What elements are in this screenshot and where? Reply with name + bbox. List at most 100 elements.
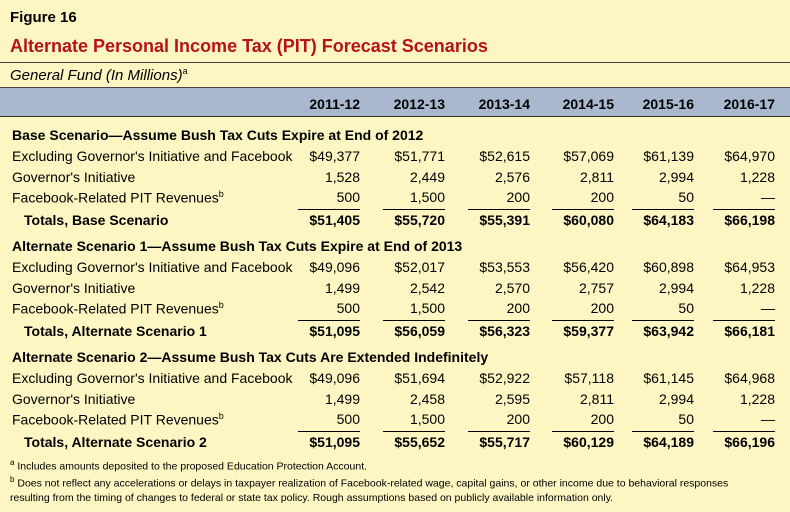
table-cell: 2,570 [494, 279, 530, 296]
total-label: Totals, Base Scenario [24, 211, 169, 228]
total-rule [552, 208, 614, 210]
total-cell: $64,189 [643, 433, 694, 450]
subtitle-text: General Fund (In Millions) [10, 67, 183, 84]
row-label-text: Excluding Governor's Initiative and Face… [12, 259, 293, 275]
column-header-2013-14: 2013-14 [478, 96, 530, 112]
table-cell: 2,811 [580, 168, 614, 185]
column-header-2016-17: 2016-17 [723, 96, 775, 112]
row-label-text: Governor's Initiative [12, 279, 136, 296]
row-label-text: Excluding Governor's Initiative and Face… [12, 148, 293, 164]
table-cell: $49,096 [309, 370, 360, 386]
total-rule [468, 430, 530, 432]
table-cell: 200 [590, 300, 614, 316]
footnote-text: Includes amounts deposited to the propos… [17, 460, 368, 473]
row-label: Facebook-Related PIT Revenuesb [12, 189, 224, 206]
footnote-mark: a [10, 458, 15, 467]
row-label: Facebook-Related PIT Revenuesb [12, 411, 224, 428]
footnote-mark: b [10, 475, 15, 484]
total-cell: $59,377 [563, 322, 614, 339]
total-cell: $55,391 [479, 211, 530, 228]
total-cell: $51,405 [309, 211, 360, 228]
row-label-text: Facebook-Related PIT Revenues [12, 189, 219, 206]
column-header-2015-16: 2015-16 [642, 96, 694, 112]
table-cell: — [761, 300, 775, 316]
table-cell: 1,500 [409, 411, 445, 427]
row-label-text: Governor's Initiative [12, 390, 136, 407]
total-cell: $51,095 [309, 322, 360, 339]
total-cell: $66,198 [724, 211, 775, 228]
total-cell: $55,652 [394, 433, 445, 450]
table-cell: 1,499 [324, 279, 360, 296]
total-rule [383, 430, 445, 432]
total-cell: $56,059 [394, 322, 445, 339]
table-cell: $57,118 [564, 370, 614, 386]
row-label: Governor's Initiative [12, 391, 135, 407]
table-cell: — [761, 189, 775, 205]
table-cell: $49,377 [309, 148, 360, 164]
table-cell: 1,228 [739, 279, 775, 296]
total-cell: $64,183 [643, 211, 694, 228]
figure-title: Alternate Personal Income Tax (PIT) Fore… [10, 36, 488, 56]
total-rule [468, 208, 530, 210]
row-label-text: Facebook-Related PIT Revenues [12, 411, 219, 428]
total-rule [298, 208, 360, 210]
table-cell: $61,139 [643, 148, 694, 164]
footnote-text: Does not reflect any accelerations or de… [10, 477, 729, 504]
table-cell: $60,898 [643, 259, 694, 275]
row-label: Excluding Governor's Initiative and Face… [12, 259, 293, 275]
table-cell: $53,553 [479, 259, 530, 275]
figure-label: Figure 16 [10, 9, 77, 26]
table-cell: 2,994 [658, 168, 694, 185]
row-label: Governor's Initiative [12, 169, 135, 185]
table-cell: 500 [336, 189, 360, 205]
total-label: Totals, Alternate Scenario 1 [24, 322, 207, 339]
total-cell: $55,717 [479, 433, 530, 450]
table-cell: 500 [336, 411, 360, 427]
row-label-text: Governor's Initiative [12, 168, 136, 185]
table-cell: $49,096 [309, 259, 360, 275]
row-label: Governor's Initiative [12, 280, 135, 296]
table-cell: $51,694 [394, 370, 445, 386]
table-cell: 2,449 [409, 168, 445, 185]
table-cell: 1,499 [324, 390, 360, 407]
total-cell: $66,196 [724, 433, 775, 450]
table-cell: 500 [336, 300, 360, 316]
total-cell: $66,181 [724, 322, 775, 339]
section-title: Alternate Scenario 1—Assume Bush Tax Cut… [12, 238, 463, 254]
footnote: a Includes amounts deposited to the prop… [10, 456, 770, 474]
total-rule [632, 319, 694, 321]
total-cell: $60,080 [563, 211, 614, 228]
total-rule [713, 430, 775, 432]
table-cell: $56,420 [563, 259, 614, 275]
table-cell: 2,542 [409, 279, 445, 296]
total-cell: $63,942 [643, 322, 694, 339]
row-label-text: Facebook-Related PIT Revenues [12, 300, 219, 317]
total-cell: $56,323 [479, 322, 530, 339]
table-cell: $64,968 [724, 370, 775, 386]
total-rule [383, 319, 445, 321]
total-rule [713, 319, 775, 321]
column-header-2012-13: 2012-13 [393, 96, 445, 112]
table-cell: 200 [506, 300, 530, 316]
row-footnote-mark: b [218, 300, 224, 310]
table-cell: 2,458 [409, 390, 445, 407]
total-rule [552, 430, 614, 432]
table-cell: $57,069 [563, 148, 614, 164]
table-cell: 50 [678, 189, 694, 205]
table-cell: $61,145 [643, 370, 694, 386]
table-cell: 1,228 [739, 390, 775, 407]
table-cell: 50 [678, 411, 694, 427]
total-rule [298, 319, 360, 321]
table-cell: 2,994 [658, 279, 694, 296]
subtitle-footnote-mark: a [182, 66, 188, 76]
table-cell: $64,970 [724, 148, 775, 164]
table-cell: 2,595 [494, 390, 530, 407]
subtitle-bar [0, 62, 790, 88]
table-cell: 1,528 [324, 168, 360, 185]
total-rule [383, 208, 445, 210]
table-cell: $64,953 [724, 259, 775, 275]
table-cell: 2,994 [658, 390, 694, 407]
row-label: Excluding Governor's Initiative and Face… [12, 370, 293, 386]
table-cell: — [761, 411, 775, 427]
footnote: b Does not reflect any accelerations or … [10, 473, 770, 505]
